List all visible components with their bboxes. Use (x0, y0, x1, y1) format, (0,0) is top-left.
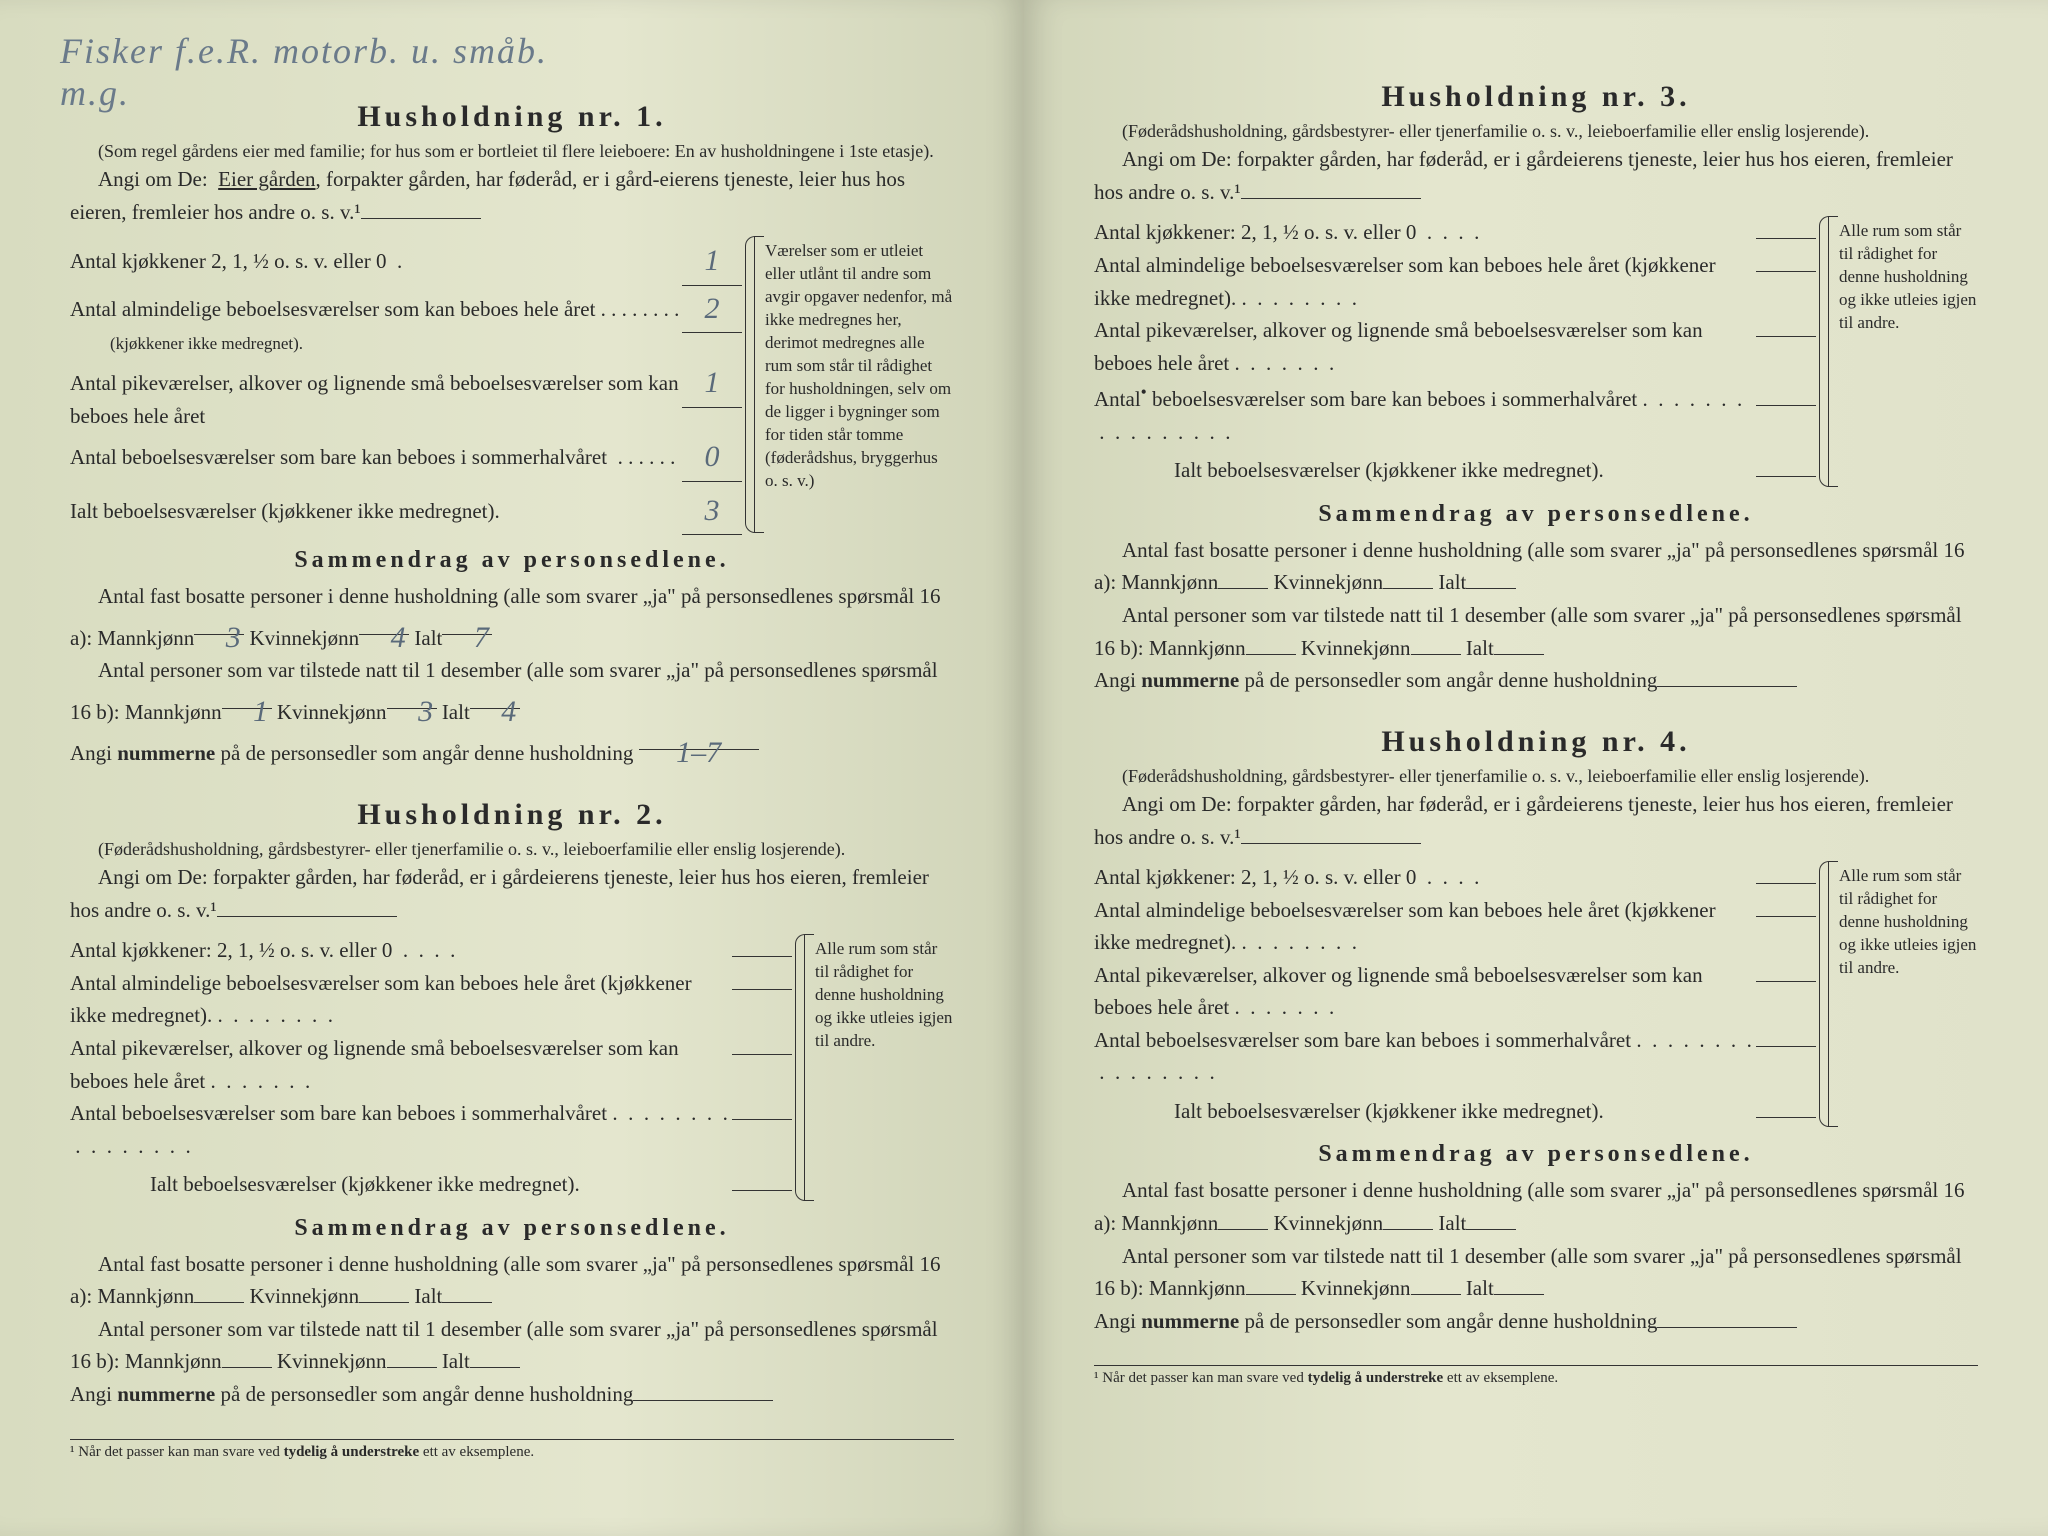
kjokkener-value: 1 (682, 238, 742, 286)
kjokkener-row-2: Antal kjøkkener: 2, 1, ½ o. s. v. eller … (70, 934, 792, 967)
household-3: Husholdning nr. 3. (Føderådshusholdning,… (1094, 80, 1978, 697)
sommer-row: Antal beboelsesværelser som bare kan beb… (70, 432, 742, 480)
household-1-angi: Angi om De: Eier gården, forpakter gårde… (70, 163, 954, 228)
pike-row-2: Antal pikeværelser, alkover og lignende … (70, 1032, 792, 1097)
sommer-value: 0 (682, 434, 742, 482)
household-2-subtitle: (Føderådshusholdning, gårdsbestyrer- ell… (70, 838, 954, 861)
household-2-angi: Angi om De: forpakter gården, har føderå… (70, 861, 954, 926)
fast-ialt-1: 7 (442, 615, 492, 635)
nummer-4: Angi nummerne på de personsedler som ang… (1094, 1305, 1978, 1338)
sammendrag-4-title: Sammendrag av personsedlene. (1094, 1141, 1978, 1168)
household-4-angi: Angi om De: forpakter gården, har føderå… (1094, 788, 1978, 853)
household-4-title: Husholdning nr. 4. (1094, 725, 1978, 759)
almindelige-value: 2 (682, 286, 742, 334)
sommer-row-3: Antal• beboelsesværelser som bare kan be… (1094, 379, 1816, 448)
kjokkener-row-4: Antal kjøkkener: 2, 1, ½ o. s. v. eller … (1094, 861, 1816, 894)
side-note-1: Værelser som er utleiet eller utlånt til… (754, 236, 954, 533)
sommer-row-4: Antal beboelsesværelser som bare kan beb… (1094, 1024, 1816, 1089)
sammendrag-3-title: Sammendrag av personsedlene. (1094, 501, 1978, 528)
household-1-subtitle: (Som regel gårdens eier med familie; for… (70, 140, 954, 163)
household-3-title: Husholdning nr. 3. (1094, 80, 1978, 114)
nummer-1: Angi nummerne på de personsedler som ang… (70, 728, 954, 770)
ialt-row-4: Ialt beboelsesværelser (kjøkkener ikke m… (1094, 1095, 1816, 1128)
fast-bosatte-4: Antal fast bosatte personer i denne hush… (1094, 1174, 1978, 1239)
right-page: Husholdning nr. 3. (Føderådshusholdning,… (1024, 0, 2048, 1536)
handwriting-annotation: Fisker f.e.R. motorb. u. småb. m.g. (60, 30, 548, 114)
pike-value: 1 (682, 360, 742, 408)
side-note-2: Alle rum som står til rådighet for denne… (804, 934, 954, 1200)
sammendrag-2-title: Sammendrag av personsedlene. (70, 1215, 954, 1242)
sammendrag-1-title: Sammendrag av personsedlene. (70, 547, 954, 574)
household-1: Husholdning nr. 1. (Som regel gårdens ei… (70, 100, 954, 770)
tilstede-1: Antal personer som var tilstede natt til… (70, 654, 954, 728)
side-note-3: Alle rum som står til rådighet for denne… (1828, 216, 1978, 486)
kjokkener-row-3: Antal kjøkkener: 2, 1, ½ o. s. v. eller … (1094, 216, 1816, 249)
tilstede-4: Antal personer som var tilstede natt til… (1094, 1240, 1978, 1305)
left-page: Fisker f.e.R. motorb. u. småb. m.g. Hush… (0, 0, 1024, 1536)
ialt-row: Ialt beboelsesværelser (kjøkkener ikke m… (70, 486, 742, 534)
fast-bosatte-2: Antal fast bosatte personer i denne hush… (70, 1248, 954, 1313)
household-2: Husholdning nr. 2. (Føderådshusholdning,… (70, 798, 954, 1411)
footnote-left: ¹ Når det passer kan man svare ved tydel… (70, 1439, 954, 1461)
ialt-value: 3 (682, 488, 742, 536)
household-3-angi: Angi om De: forpakter gården, har føderå… (1094, 143, 1978, 208)
household-2-title: Husholdning nr. 2. (70, 798, 954, 832)
household-4-subtitle: (Føderådshusholdning, gårdsbestyrer- ell… (1094, 765, 1978, 788)
pike-row: Antal pikeværelser, alkover og lignende … (70, 358, 742, 432)
almindelige-row-3: Antal almindelige beboelsesværelser som … (1094, 249, 1816, 314)
til-kvinne-1: 3 (387, 689, 437, 709)
footnote-right: ¹ Når det passer kan man svare ved tydel… (1094, 1365, 1978, 1387)
nummer-val-1: 1–7 (639, 730, 759, 750)
fast-kvinne-1: 4 (359, 615, 409, 635)
household-3-subtitle: (Føderådshusholdning, gårdsbestyrer- ell… (1094, 120, 1978, 143)
almindelige-row: Antal almindelige beboelsesværelser som … (70, 284, 742, 358)
fast-bosatte-3: Antal fast bosatte personer i denne hush… (1094, 534, 1978, 599)
kjokkener-row: Antal kjøkkener 2, 1, ½ o. s. v. eller 0… (70, 236, 742, 284)
almindelige-row-2: Antal almindelige beboelsesværelser som … (70, 967, 792, 1032)
sommer-row-2: Antal beboelsesværelser som bare kan beb… (70, 1097, 792, 1162)
ialt-row-3: Ialt beboelsesværelser (kjøkkener ikke m… (1094, 454, 1816, 487)
fast-bosatte-1: Antal fast bosatte personer i denne hush… (70, 580, 954, 654)
household-4: Husholdning nr. 4. (Føderådshusholdning,… (1094, 725, 1978, 1338)
nummer-2: Angi nummerne på de personsedler som ang… (70, 1378, 954, 1411)
side-note-4: Alle rum som står til rådighet for denne… (1828, 861, 1978, 1127)
til-mann-1: 1 (222, 689, 272, 709)
almindelige-row-4: Antal almindelige beboelsesværelser som … (1094, 894, 1816, 959)
tilstede-2: Antal personer som var tilstede natt til… (70, 1313, 954, 1378)
til-ialt-1: 4 (470, 689, 520, 709)
nummer-3: Angi nummerne på de personsedler som ang… (1094, 664, 1978, 697)
tilstede-3: Antal personer som var tilstede natt til… (1094, 599, 1978, 664)
fast-mann-1: 3 (194, 615, 244, 635)
pike-row-4: Antal pikeværelser, alkover og lignende … (1094, 959, 1816, 1024)
pike-row-3: Antal pikeværelser, alkover og lignende … (1094, 314, 1816, 379)
ialt-row-2: Ialt beboelsesværelser (kjøkkener ikke m… (70, 1168, 792, 1201)
